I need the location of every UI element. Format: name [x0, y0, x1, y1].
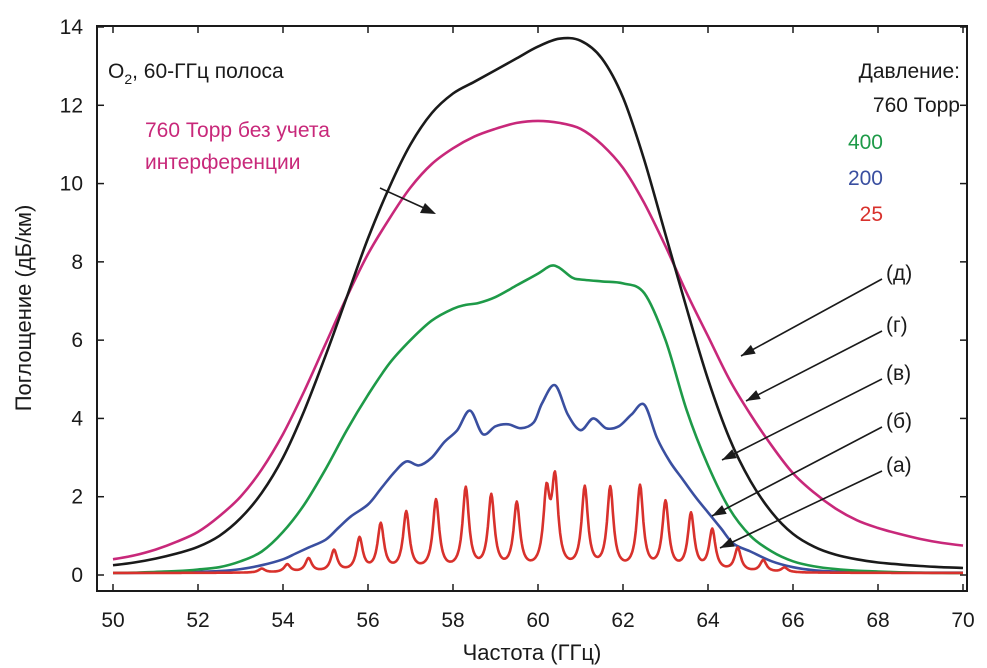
x-tick-label: 62 [611, 609, 634, 632]
y-tick-label: 4 [71, 407, 83, 430]
label-arrow-1 [745, 330, 883, 402]
curve-label-a: (а) [886, 454, 912, 477]
label-arrows [711, 278, 883, 549]
label-arrow-0 [740, 278, 883, 357]
species-label-post: , 60-ГГц полоса [132, 60, 284, 83]
curve-label-d: (д) [886, 262, 912, 285]
curve-label-v: (в) [886, 362, 911, 385]
label-arrowhead-4 [720, 537, 735, 548]
x-tick-label: 70 [951, 609, 974, 632]
plot-frame [96, 25, 968, 592]
series-line-3 [112, 383, 963, 575]
curve-label-b: (б) [886, 410, 912, 433]
label-arrowhead-3 [712, 505, 727, 516]
y-tick-label: 12 [60, 94, 83, 117]
x-tick-label: 50 [101, 609, 124, 632]
annotation-arrow [379, 187, 425, 209]
x-tick-label: 66 [781, 609, 804, 632]
y-tick-label: 10 [60, 173, 83, 196]
species-label: O2, 60-ГГц полоса [108, 60, 284, 87]
curve-label-g: (г) [886, 314, 908, 337]
label-arrowhead-1 [746, 390, 761, 401]
curve-labels: (д) (г) (в) (б) (а) [886, 262, 912, 477]
x-tick-label: 58 [441, 609, 464, 632]
x-tick-label: 64 [696, 609, 720, 632]
species-label-sub: 2 [124, 71, 132, 87]
label-arrow-2 [721, 378, 883, 461]
y-tick-label: 2 [71, 486, 83, 509]
annotation-line2: интерференции [145, 151, 300, 174]
species-label-pre: O [108, 60, 124, 83]
series-line-1 [112, 119, 964, 561]
legend-title: Давление: [859, 60, 960, 83]
x-tick-label: 54 [271, 609, 295, 632]
label-arrowhead-0 [741, 344, 756, 356]
annotation-line1: 760 Торр без учета [145, 119, 330, 142]
y-tick-label: 8 [71, 251, 83, 274]
legend-entry-200: 200 [848, 167, 883, 190]
y-axis-label: Поглощение (дБ/км) [11, 205, 36, 412]
y-tick-label: 6 [71, 329, 83, 352]
y-tick-label: 0 [71, 564, 83, 587]
legend-entry-400: 400 [848, 131, 883, 154]
legend-entry-760: 760 Торр [873, 94, 960, 117]
x-tick-label: 56 [356, 609, 379, 632]
y-tick-label: 14 [60, 16, 84, 39]
x-tick-label: 52 [186, 609, 209, 632]
series-line-0 [112, 36, 964, 570]
legend-entry-25: 25 [860, 203, 883, 226]
series-line-2 [112, 264, 964, 575]
label-arrow-3 [711, 426, 883, 517]
label-arrow-4 [719, 470, 883, 549]
series-line-4 [112, 470, 964, 575]
x-axis-label: Частота (ГГц) [463, 640, 602, 665]
label-arrowhead-2 [722, 449, 737, 460]
annotation-arrowhead [420, 203, 436, 214]
x-tick-label: 60 [526, 609, 549, 632]
x-tick-label: 68 [866, 609, 889, 632]
